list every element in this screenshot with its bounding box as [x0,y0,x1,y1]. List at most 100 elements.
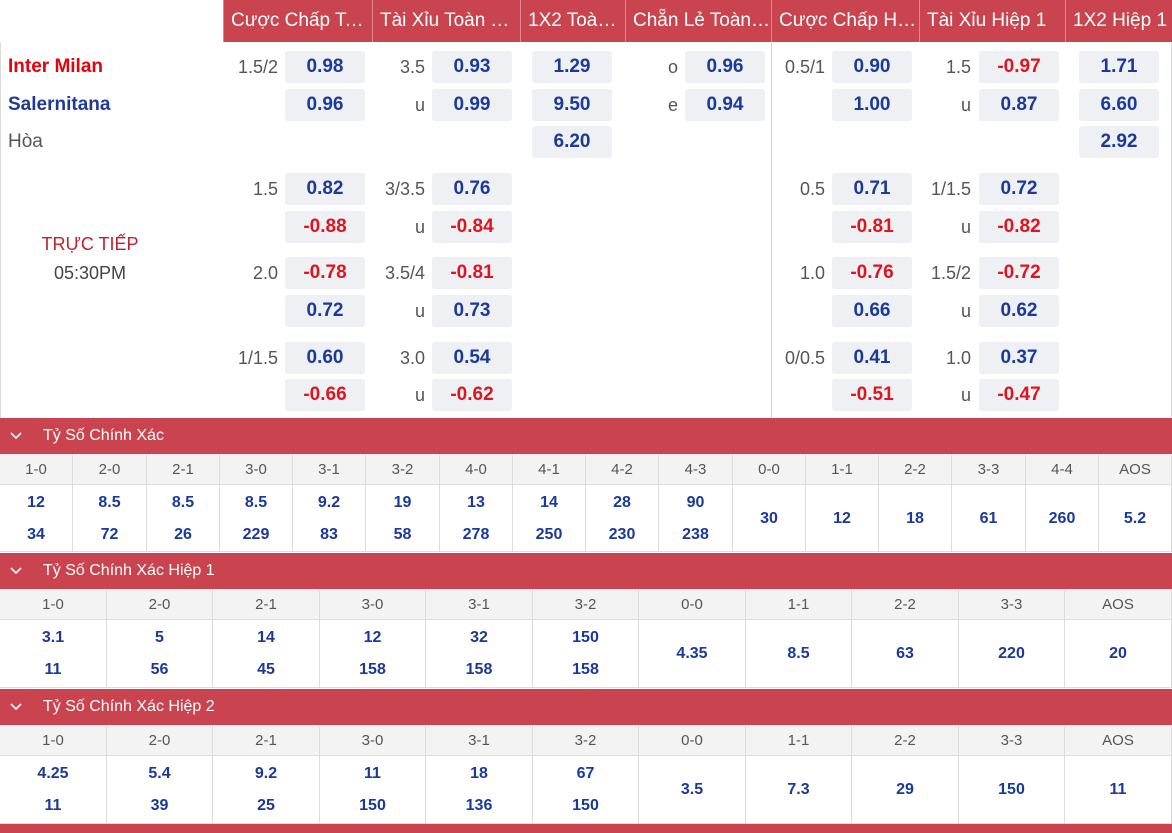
score-odds-cell[interactable]: 9.2 83 [293,485,366,552]
ft-ou-under-odd[interactable]: 0.73 [432,295,512,327]
h1-ou-over-odd[interactable]: -0.97 [979,51,1059,83]
score-odds-cell[interactable]: 14 250 [513,485,586,552]
section-correct-score-bar[interactable]: Tỷ Số Chính Xác [0,418,1172,454]
h1-ou-over-odd[interactable]: 0.37 [979,342,1059,374]
score-odds-cell[interactable]: 12 [806,485,879,552]
score-odds-cell[interactable]: 5.2 [1099,485,1172,552]
score-odd-away[interactable]: 58 [393,526,412,543]
score-odd-home[interactable]: 12 [363,629,382,646]
score-odds-cell[interactable]: 32 158 [426,620,533,688]
score-odds-cell[interactable]: 61 [952,485,1026,552]
home-team-name[interactable]: Inter Milan [8,56,104,77]
ft-handicap-home-odd[interactable]: 0.82 [285,173,365,205]
header-h1-1x2[interactable]: 1X2 Hiệp 1 [1065,0,1172,42]
score-odd-away[interactable]: 56 [150,661,169,678]
score-odd-away[interactable]: 11 [44,661,62,678]
score-odds-cell[interactable]: 9.2 25 [213,756,320,824]
score-odd-away[interactable]: 25 [257,797,275,814]
score-odds-cell[interactable]: 67 150 [533,756,639,824]
h1-handicap-away-odd[interactable]: 1.00 [832,89,912,121]
score-odd[interactable]: 150 [998,781,1025,798]
score-odd[interactable]: 260 [1048,510,1076,527]
score-odds-cell[interactable]: 11 [1065,756,1172,824]
score-odd-home[interactable]: 90 [686,494,705,511]
score-odds-cell[interactable]: 14 45 [213,620,320,688]
chevron-down-icon[interactable] [8,418,24,454]
score-odd-away[interactable]: 150 [359,797,386,814]
ft-ou-under-odd[interactable]: 0.99 [432,89,512,121]
h1-1x2-draw-odd[interactable]: 2.92 [1079,126,1159,158]
ft-1x2-home-odd[interactable]: 1.29 [532,51,612,83]
score-odd[interactable]: 12 [833,510,851,527]
score-odd-away[interactable]: 136 [465,797,493,814]
score-odds-cell[interactable]: 29 [852,756,959,824]
h1-ou-under-odd[interactable]: 0.62 [979,295,1059,327]
score-odd[interactable]: 220 [998,645,1025,662]
score-odd-home[interactable]: 18 [470,765,488,782]
ft-ou-under-odd[interactable]: -0.62 [432,379,512,411]
h1-handicap-away-odd[interactable]: 0.66 [832,295,912,327]
section-correct-score-h1-bar[interactable]: Tỷ Số Chính Xác Hiệp 1 [0,553,1172,589]
h1-ou-over-odd[interactable]: 0.72 [979,173,1059,205]
header-h1-handicap[interactable]: Cược Chấp Hiệp 1 [771,0,919,42]
header-ft-1x2[interactable]: 1X2 Toàn Trận [520,0,625,42]
score-odd-away[interactable]: 26 [174,526,192,543]
score-odd-away[interactable]: 158 [572,661,599,678]
score-odd-home[interactable]: 14 [540,494,558,511]
score-odds-cell[interactable]: 150 158 [533,620,639,688]
header-ft-odd-even[interactable]: Chẵn Lẻ Toàn Trận [625,0,771,42]
ft-handicap-away-odd[interactable]: 0.96 [285,89,365,121]
score-odds-cell[interactable]: 4.35 [639,620,746,688]
h1-handicap-home-odd[interactable]: 0.90 [832,51,912,83]
ft-1x2-draw-odd[interactable]: 6.20 [532,126,612,158]
score-odd-home[interactable]: 13 [467,494,485,511]
h1-handicap-home-odd[interactable]: 0.41 [832,342,912,374]
ft-handicap-home-odd[interactable]: -0.78 [285,257,365,289]
score-odds-cell[interactable]: 28 230 [586,485,659,552]
score-odd[interactable]: 63 [896,645,914,662]
score-odds-cell[interactable]: 90 238 [659,485,733,552]
score-odd[interactable]: 4.35 [676,645,708,662]
ft-even-odd[interactable]: 0.94 [685,89,765,121]
score-odd[interactable]: 20 [1109,645,1127,662]
score-odd-home[interactable]: 3.1 [41,629,65,646]
score-odds-cell[interactable]: 220 [959,620,1065,688]
score-odd[interactable]: 7.3 [787,781,810,798]
score-odd-away[interactable]: 150 [572,797,599,814]
ft-handicap-home-odd[interactable]: 0.98 [285,51,365,83]
score-odd[interactable]: 8.5 [787,645,810,662]
away-team-name[interactable]: Salernitana [8,94,111,115]
ft-1x2-away-odd[interactable]: 9.50 [532,89,612,121]
score-odd[interactable]: 18 [906,510,924,527]
score-odd-away[interactable]: 158 [359,661,386,678]
h1-ou-under-odd[interactable]: -0.82 [979,211,1059,243]
ft-ou-over-odd[interactable]: 0.93 [432,51,512,83]
score-odd-away[interactable]: 229 [242,526,270,543]
h1-ou-under-odd[interactable]: 0.87 [979,89,1059,121]
ft-handicap-away-odd[interactable]: -0.88 [285,211,365,243]
score-odds-cell[interactable]: 8.5 229 [220,485,293,552]
h1-handicap-home-odd[interactable]: 0.71 [832,173,912,205]
score-odds-cell[interactable]: 13 278 [440,485,513,552]
chevron-down-icon[interactable] [8,553,24,589]
score-odd[interactable]: 11 [1109,781,1127,798]
score-odd[interactable]: 5.2 [1123,510,1147,527]
score-odd-away[interactable]: 72 [100,526,119,543]
header-ft-over-under[interactable]: Tài Xỉu Toàn Trận [372,0,520,42]
score-odd-home[interactable]: 8.5 [244,494,268,511]
score-odds-cell[interactable]: 3.5 [639,756,746,824]
score-odd-away[interactable]: 230 [608,526,636,543]
score-odd-home[interactable]: 32 [470,629,488,646]
score-odds-cell[interactable]: 63 [852,620,959,688]
h1-ou-over-odd[interactable]: -0.72 [979,257,1059,289]
score-odd-away[interactable]: 45 [257,661,275,678]
score-odds-cell[interactable]: 4.25 11 [0,756,107,824]
header-ft-handicap[interactable]: Cược Chấp Toàn Trận [223,0,372,42]
section-correct-score-h2-bar[interactable]: Tỷ Số Chính Xác Hiệp 2 [0,689,1172,725]
ft-handicap-home-odd[interactable]: 0.60 [285,342,365,374]
score-odds-cell[interactable]: 12 34 [0,485,73,552]
score-odds-cell[interactable]: 12 158 [320,620,426,688]
h1-handicap-away-odd[interactable]: -0.81 [832,211,912,243]
chevron-down-icon[interactable] [8,689,24,725]
score-odd-home[interactable]: 5.4 [148,765,171,782]
